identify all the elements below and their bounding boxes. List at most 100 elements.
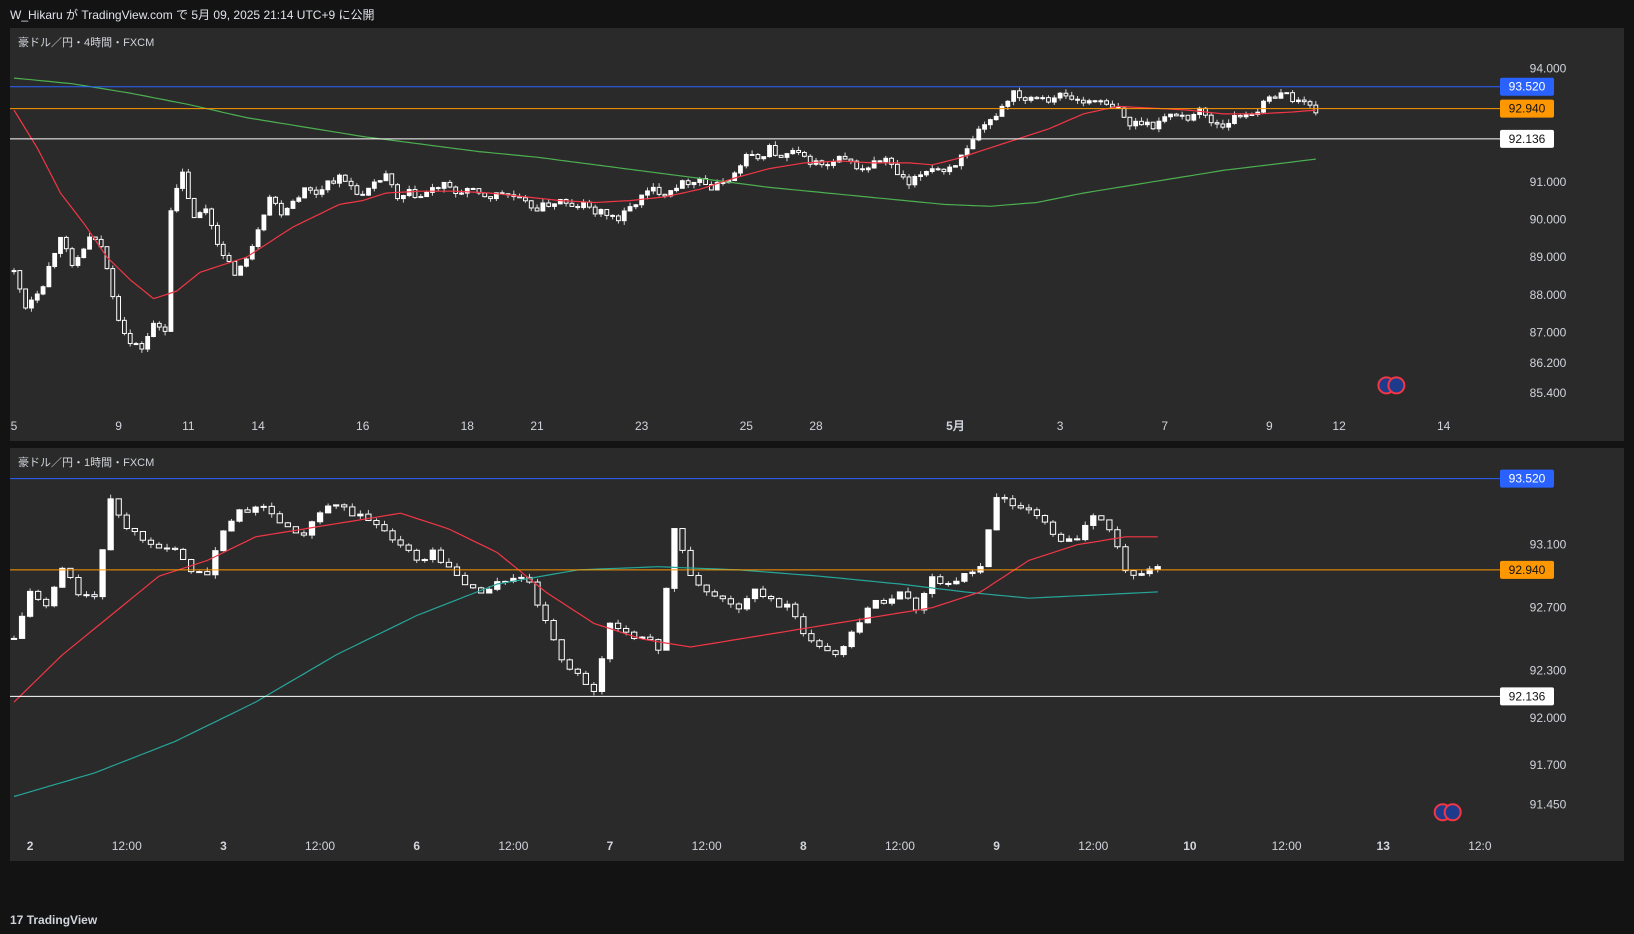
candle-body (759, 588, 767, 597)
candle-body (441, 181, 447, 189)
candle-body (325, 180, 331, 191)
candle-body (99, 549, 106, 598)
x-tick-label: 9 (993, 839, 1000, 853)
candle-body (413, 549, 420, 561)
candle-body (331, 180, 337, 184)
candle-body (1162, 116, 1168, 122)
candle-body (209, 208, 214, 226)
candle-body (11, 270, 17, 273)
candle-body (406, 188, 412, 197)
candle-body (302, 187, 307, 199)
y-tick-label: 91.700 (1530, 758, 1567, 772)
chart-svg-4h[interactable]: 94.000 91.000 90.000 89.000 88.000 87.000 86.2… (10, 28, 1624, 441)
event-flag-icon (1443, 803, 1462, 822)
candle-body (1041, 515, 1049, 523)
candle-body (542, 604, 549, 622)
candle-body (232, 260, 238, 276)
candle-body (1208, 114, 1214, 124)
candle-body (691, 181, 697, 186)
candle-body (546, 202, 552, 207)
candle-body (581, 201, 586, 209)
candle-body (671, 528, 678, 589)
candle-body (1009, 498, 1016, 507)
x-tick-label: 21 (530, 419, 544, 433)
candle-body (67, 567, 74, 579)
candle-body (215, 224, 220, 245)
level-price-tag (1500, 560, 1554, 579)
x-tick-label: 9 (115, 419, 122, 433)
x-tick-label: 5 (11, 419, 18, 433)
candle-body (987, 119, 993, 126)
candle-body (924, 170, 929, 176)
candle-body (848, 631, 855, 648)
tradingview-logo[interactable]: 17 TradingView (10, 913, 97, 927)
y-tick-label: 92.700 (1530, 601, 1567, 615)
candle-body (1232, 115, 1237, 124)
candle-body (40, 286, 46, 295)
candle-body (969, 571, 976, 575)
candle-body (43, 598, 50, 607)
candle-body (87, 236, 92, 250)
candle-body (122, 319, 127, 334)
chart-pane-4h[interactable]: 豪ドル／円・4時間・FXCM 94.000 91.000 90.000 89.000 8… (10, 28, 1624, 441)
candle-body (1146, 568, 1153, 575)
candle-body (226, 254, 232, 262)
candle-body (261, 214, 267, 231)
candle-body (819, 160, 825, 166)
candle-body (1185, 114, 1191, 121)
x-tick-label: 13 (1377, 839, 1391, 853)
candle-body (1237, 115, 1243, 118)
candle-body (1272, 96, 1278, 99)
published-header: W_Hikaru が TradingView.com で 5月 09, 2025… (0, 0, 1634, 28)
candle-body (1104, 100, 1110, 105)
candle-body (1075, 98, 1080, 101)
candle-body (421, 559, 428, 562)
candle-body (743, 154, 749, 167)
candle-body (621, 210, 627, 222)
candle-body (970, 139, 976, 150)
ma-slow-line (13, 77, 1316, 207)
candle-body (46, 265, 52, 288)
candle-body (437, 549, 445, 563)
candle-body (674, 187, 679, 192)
candle-body (1098, 515, 1105, 521)
candle-body (880, 599, 888, 604)
candle-body (883, 157, 889, 163)
candle-body (461, 574, 469, 586)
candle-body (151, 322, 156, 337)
candle-body (557, 199, 563, 205)
candle-body (1278, 92, 1284, 99)
candle-body (582, 672, 589, 685)
chart-pane-1h[interactable]: 豪ドル／円・1時間・FXCM 93.100 92.700 92.300 92.000 9… (10, 448, 1624, 861)
candle-body (459, 192, 464, 195)
candle-body (174, 187, 180, 212)
candle-body (622, 627, 630, 633)
candle-body (743, 598, 751, 610)
candle-body (59, 567, 66, 588)
candle-body (1051, 97, 1057, 103)
candle-body (360, 193, 366, 196)
candle-body (784, 153, 790, 158)
candle-body (156, 322, 162, 328)
candle-body (366, 187, 371, 196)
candle-body (191, 197, 197, 219)
candle-body (865, 167, 871, 171)
y-tick-label: 85.400 (1530, 386, 1567, 400)
candle-body (63, 236, 69, 250)
candle-body (796, 149, 801, 153)
candle-body (685, 180, 691, 186)
x-tick-label: 12:00 (498, 839, 528, 853)
candle-body (864, 607, 871, 624)
candle-body (719, 595, 726, 600)
candle-body (860, 168, 865, 171)
tradingview-brand: TradingView (26, 913, 98, 927)
candle-body (633, 204, 639, 208)
candle-body (26, 590, 34, 617)
tradingview-logo-icon: 17 (10, 913, 24, 927)
candle-body (679, 180, 685, 189)
level-price-label: 92.940 (1509, 102, 1546, 116)
level-price-label: 92.136 (1509, 689, 1546, 703)
chart-svg-1h[interactable]: 93.100 92.700 92.300 92.000 91.700 91.450 2 12:… (10, 448, 1624, 861)
candle-body (816, 640, 823, 647)
candle-body (17, 270, 23, 290)
